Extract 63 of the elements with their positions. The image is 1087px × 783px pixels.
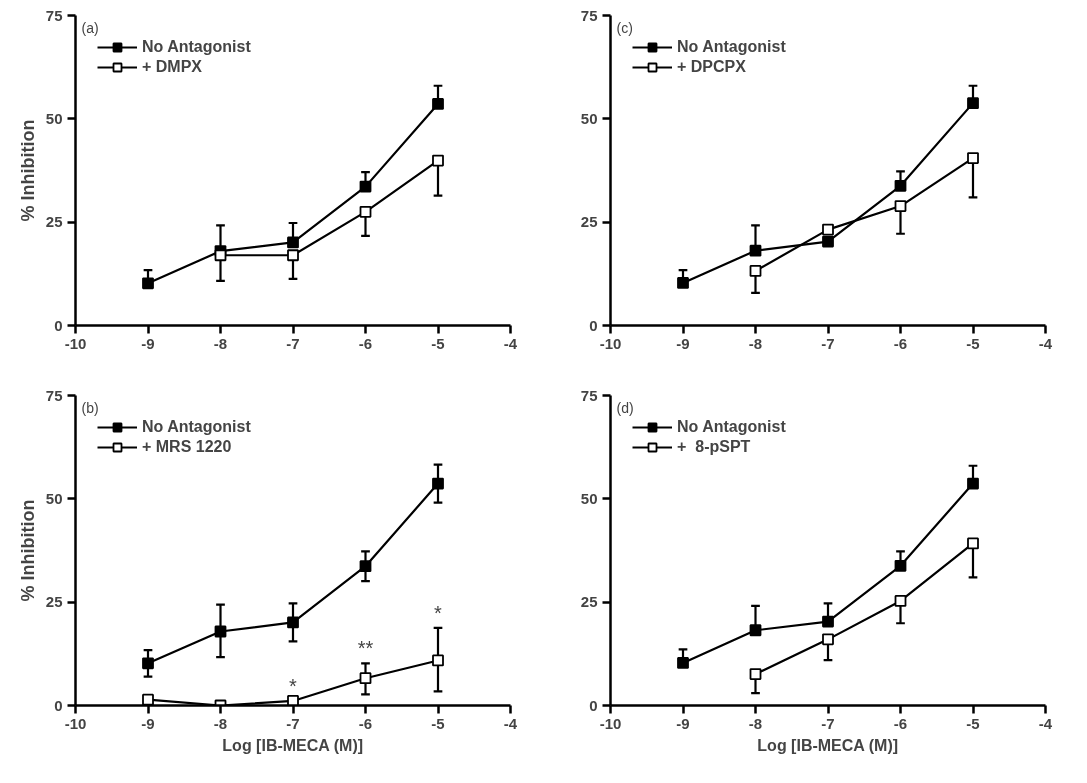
x-tick-label: -8 bbox=[213, 334, 228, 352]
x-tick-label: -6 bbox=[358, 714, 373, 732]
chart-title: (b) bbox=[81, 399, 99, 416]
x-tick-label: -9 bbox=[676, 714, 690, 732]
y-tick-label: 25 bbox=[45, 213, 63, 231]
x-tick-label: -4 bbox=[1038, 714, 1053, 732]
y-tick-label: 25 bbox=[580, 593, 598, 611]
y-axis-title: % Inhibition bbox=[17, 499, 38, 602]
x-tick-label: -5 bbox=[966, 334, 980, 352]
x-tick-label: -6 bbox=[893, 714, 908, 732]
y-tick-label: 0 bbox=[54, 316, 63, 334]
x-tick-label: -10 bbox=[599, 714, 622, 732]
x-tick-label: -8 bbox=[748, 714, 763, 732]
x-tick-label: -10 bbox=[64, 714, 87, 732]
legend-label: + MRS 1220 bbox=[142, 438, 232, 456]
chart-title: (a) bbox=[81, 19, 99, 36]
chart-title: (d) bbox=[616, 399, 634, 416]
x-axis-title: Log [IB-MECA (M)] bbox=[222, 736, 364, 754]
x-tick-label: -8 bbox=[213, 714, 228, 732]
legend-label: No Antagonist bbox=[677, 38, 786, 56]
x-tick-label: -10 bbox=[64, 334, 87, 352]
x-tick-label: -5 bbox=[966, 714, 980, 732]
chart-title: (c) bbox=[616, 19, 633, 36]
y-tick-label: 75 bbox=[580, 386, 598, 404]
x-tick-label: -7 bbox=[286, 714, 300, 732]
y-tick-label: 50 bbox=[45, 489, 63, 507]
x-tick-label: -7 bbox=[821, 714, 835, 732]
legend-label: + 8-pSPT bbox=[677, 438, 751, 456]
x-tick-label: -9 bbox=[141, 334, 155, 352]
y-tick-label: 0 bbox=[589, 696, 598, 714]
y-tick-label: 25 bbox=[45, 593, 63, 611]
y-tick-label: 50 bbox=[45, 109, 63, 127]
legend-label: No Antagonist bbox=[677, 418, 786, 436]
x-tick-label: -9 bbox=[676, 334, 690, 352]
annotation: * bbox=[434, 601, 443, 624]
legend-label: No Antagonist bbox=[142, 38, 251, 56]
y-tick-label: 75 bbox=[580, 6, 598, 24]
x-tick-label: -7 bbox=[821, 334, 835, 352]
y-tick-label: 50 bbox=[580, 489, 598, 507]
x-tick-label: -5 bbox=[431, 714, 445, 732]
x-tick-label: -7 bbox=[286, 334, 300, 352]
y-tick-label: 75 bbox=[45, 6, 63, 24]
x-tick-label: -4 bbox=[503, 714, 518, 732]
legend-label: + DMPX bbox=[142, 58, 203, 76]
y-axis-title: % Inhibition bbox=[17, 119, 38, 222]
x-axis-title: Log [IB-MECA (M)] bbox=[757, 736, 899, 754]
x-tick-label: -10 bbox=[599, 334, 622, 352]
x-tick-label: -6 bbox=[893, 334, 908, 352]
x-tick-label: -4 bbox=[1038, 334, 1053, 352]
y-tick-label: 0 bbox=[589, 316, 598, 334]
x-tick-label: -4 bbox=[503, 334, 518, 352]
x-tick-label: -5 bbox=[431, 334, 445, 352]
legend-label: + DPCPX bbox=[677, 58, 746, 76]
annotation: * bbox=[289, 674, 298, 697]
y-tick-label: 75 bbox=[45, 386, 63, 404]
x-tick-label: -6 bbox=[358, 334, 373, 352]
x-tick-label: -9 bbox=[141, 714, 155, 732]
x-tick-label: -8 bbox=[748, 334, 763, 352]
y-tick-label: 50 bbox=[580, 109, 598, 127]
y-tick-label: 0 bbox=[54, 696, 63, 714]
y-tick-label: 25 bbox=[580, 213, 598, 231]
legend-label: No Antagonist bbox=[142, 418, 251, 436]
annotation: ** bbox=[357, 637, 374, 660]
